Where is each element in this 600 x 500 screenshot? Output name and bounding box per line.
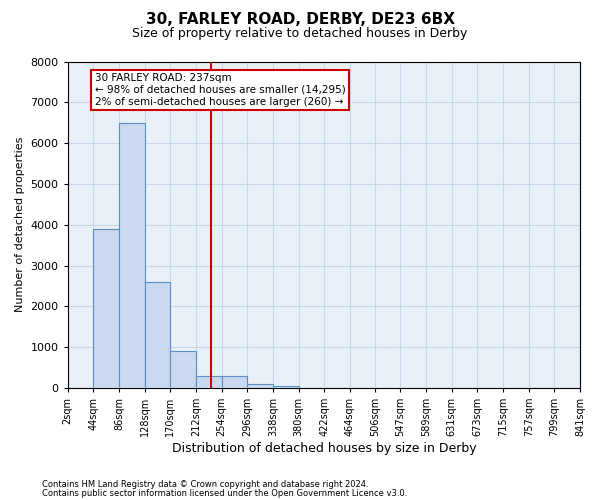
Text: Contains public sector information licensed under the Open Government Licence v3: Contains public sector information licen… [42, 489, 407, 498]
Bar [170, 351, 196, 388]
Text: Size of property relative to detached houses in Derby: Size of property relative to detached ho… [133, 28, 467, 40]
Y-axis label: Number of detached properties: Number of detached properties [15, 137, 25, 312]
X-axis label: Distribution of detached houses by size in Derby: Distribution of detached houses by size … [172, 442, 476, 455]
Bar [196, 376, 221, 388]
Bar [247, 384, 273, 388]
Text: Contains HM Land Registry data © Crown copyright and database right 2024.: Contains HM Land Registry data © Crown c… [42, 480, 368, 489]
Bar [221, 376, 247, 388]
Text: 30 FARLEY ROAD: 237sqm
← 98% of detached houses are smaller (14,295)
2% of semi-: 30 FARLEY ROAD: 237sqm ← 98% of detached… [95, 74, 346, 106]
Bar [94, 229, 119, 388]
Text: 30, FARLEY ROAD, DERBY, DE23 6BX: 30, FARLEY ROAD, DERBY, DE23 6BX [146, 12, 455, 28]
Bar [145, 282, 170, 388]
Bar [273, 386, 299, 388]
Bar [119, 122, 145, 388]
